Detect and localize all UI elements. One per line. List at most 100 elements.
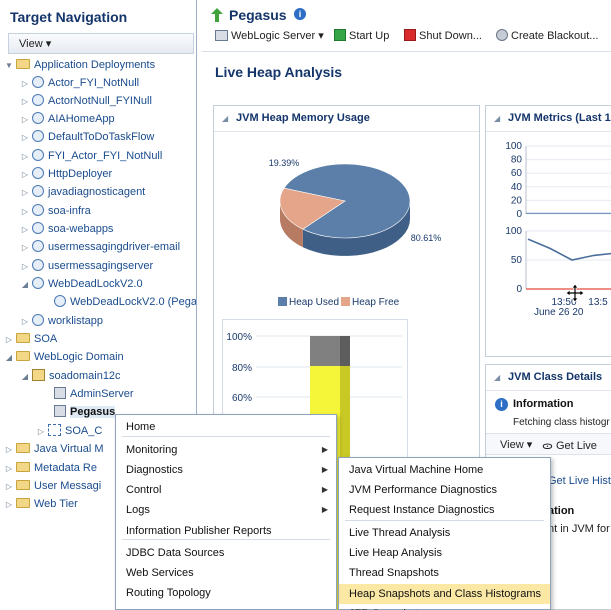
tree-item[interactable]: ◢ WebDeadLockV2.0 bbox=[20, 275, 143, 293]
application-icon bbox=[32, 277, 44, 290]
shutdown-button[interactable]: Shut Down... bbox=[402, 29, 482, 43]
expand-toggle-icon[interactable]: ▷ bbox=[21, 79, 29, 88]
tree-item-label: FYI_Actor_FYI_NotNull bbox=[48, 150, 163, 162]
stop-icon bbox=[404, 29, 416, 41]
tree-item[interactable]: ◢ WebLogic Domain bbox=[4, 348, 124, 366]
tree-item[interactable]: ▷ AIAHomeApp bbox=[20, 110, 115, 128]
expand-toggle-icon[interactable]: ▷ bbox=[21, 97, 29, 106]
menu-item-control[interactable]: Control ▶ bbox=[116, 480, 336, 500]
expand-toggle-icon[interactable]: ▷ bbox=[21, 243, 29, 252]
metrics-x-label: 13:5 bbox=[588, 297, 608, 308]
get-live-button[interactable]: ᯣ Get Live bbox=[542, 440, 597, 452]
expand-toggle-icon[interactable]: ▷ bbox=[21, 317, 29, 326]
startup-button[interactable]: Start Up bbox=[332, 29, 389, 43]
menu-item-routing-topology[interactable]: Routing Topology bbox=[116, 583, 336, 603]
weblogic-server-menu[interactable]: WebLogic Server ▾ bbox=[213, 29, 324, 43]
expand-toggle-icon[interactable]: ◢ bbox=[5, 353, 13, 362]
expand-toggle-icon[interactable]: ▼ bbox=[5, 61, 13, 70]
tree-item[interactable]: ▼ Application Deployments bbox=[4, 56, 155, 74]
tree-item[interactable]: ▷ usermessagingserver bbox=[20, 257, 153, 275]
collapse-icon[interactable]: ◢ bbox=[222, 114, 229, 123]
section-text: nt in JVM for p bbox=[548, 523, 611, 535]
expand-toggle-icon[interactable]: ▷ bbox=[21, 225, 29, 234]
expand-toggle-icon[interactable]: ▷ bbox=[21, 152, 29, 161]
menu-item-jdbc-data-sources[interactable]: JDBC Data Sources bbox=[116, 543, 336, 563]
menu-item-label: Thread Snapshots bbox=[349, 567, 439, 579]
tree-item[interactable]: AdminServer bbox=[42, 385, 134, 403]
info-icon[interactable]: i bbox=[294, 8, 306, 20]
metrics-top-tick: 0 bbox=[516, 209, 522, 220]
expand-toggle-icon[interactable]: ▷ bbox=[5, 335, 13, 344]
submenu-item-request-instance-diagnostics[interactable]: Request Instance Diagnostics bbox=[339, 500, 550, 520]
menu-item-information-publisher-reports[interactable]: Information Publisher Reports bbox=[116, 521, 336, 541]
start-icon bbox=[334, 29, 346, 41]
collapse-icon[interactable]: ◢ bbox=[494, 373, 501, 382]
expand-toggle-icon[interactable]: ▷ bbox=[5, 500, 13, 509]
expand-toggle-icon[interactable]: ▷ bbox=[21, 188, 29, 197]
tree-item[interactable]: WebDeadLockV2.0 (Pega bbox=[42, 293, 196, 311]
create-blackout-button[interactable]: Create Blackout... bbox=[494, 29, 598, 43]
menu-item-monitoring[interactable]: Monitoring ▶ bbox=[116, 440, 336, 460]
expand-toggle-icon[interactable]: ▷ bbox=[21, 115, 29, 124]
tree-item[interactable]: ▷ worklistapp bbox=[20, 312, 103, 330]
pie-label-heap-used: 80.61% bbox=[411, 233, 442, 243]
tree-item[interactable]: ▷ usermessagingdriver-email bbox=[20, 238, 180, 256]
page-title: Live Heap Analysis bbox=[215, 64, 343, 80]
submenu-item-heap-snapshots-and-class-histograms[interactable]: Heap Snapshots and Class Histograms bbox=[339, 584, 550, 604]
tree-item[interactable]: ▷ HttpDeployer bbox=[20, 165, 112, 183]
expand-toggle-icon[interactable]: ▷ bbox=[21, 170, 29, 179]
submenu-item-jvm-performance-diagnostics[interactable]: JVM Performance Diagnostics bbox=[339, 480, 550, 500]
menu-item-home[interactable]: Home bbox=[116, 417, 336, 437]
expand-toggle-icon[interactable]: ▷ bbox=[37, 427, 45, 436]
submenu-arrow-icon: ▶ bbox=[321, 485, 328, 494]
tree-item[interactable]: ▷ FYI_Actor_FYI_NotNull bbox=[20, 147, 162, 165]
submenu-item-java-virtual-machine-home[interactable]: Java Virtual Machine Home bbox=[339, 460, 550, 480]
expand-toggle-icon[interactable]: ◢ bbox=[21, 280, 29, 289]
view-menu-button[interactable]: View ▾ bbox=[500, 439, 533, 451]
tree-item[interactable]: ◢ soadomain12c bbox=[20, 367, 121, 385]
tree-item-label: WebDeadLockV2.0 bbox=[48, 278, 143, 290]
submenu-item-live-thread-analysis[interactable]: Live Thread Analysis bbox=[339, 523, 550, 543]
menu-item-diagnostics[interactable]: Diagnostics ▶ bbox=[116, 460, 336, 480]
tree-item[interactable]: ▷ Web Tier bbox=[4, 495, 78, 513]
menu-item-logs[interactable]: Logs ▶ bbox=[116, 500, 336, 520]
folder-icon bbox=[16, 443, 30, 454]
expand-toggle-icon[interactable]: ▷ bbox=[5, 445, 13, 454]
application-icon bbox=[32, 240, 44, 253]
application-icon bbox=[32, 149, 44, 162]
tree-item-label: usermessagingserver bbox=[48, 260, 154, 272]
application-icon bbox=[32, 222, 44, 235]
expand-toggle-icon[interactable]: ▷ bbox=[21, 133, 29, 142]
expand-toggle-icon[interactable]: ◢ bbox=[21, 372, 29, 381]
menu-item-web-services[interactable]: Web Services bbox=[116, 563, 336, 583]
expand-toggle-icon[interactable]: ▷ bbox=[21, 262, 29, 271]
tree-item[interactable]: ▷ ActorNotNull_FYINull bbox=[20, 92, 152, 110]
tree-item[interactable]: ▷ DefaultToDoTaskFlow bbox=[20, 128, 154, 146]
tree-item[interactable]: ▷ Java Virtual M bbox=[4, 440, 104, 458]
tree-item[interactable]: ▷ Actor_FYI_NotNull bbox=[20, 74, 139, 92]
tree-item[interactable]: ▷ SOA_C bbox=[36, 422, 102, 440]
expand-toggle-icon[interactable]: ▷ bbox=[5, 464, 13, 473]
expand-toggle-icon[interactable]: ▷ bbox=[21, 207, 29, 216]
submenu-item-thread-snapshots[interactable]: Thread Snapshots bbox=[339, 563, 550, 583]
tree-item[interactable]: ▷ soa-webapps bbox=[20, 220, 113, 238]
server-icon bbox=[54, 405, 66, 418]
menu-item-label: Web Services bbox=[126, 567, 194, 579]
gauge-tick-label: 80% bbox=[232, 363, 252, 374]
composite-icon bbox=[48, 424, 61, 437]
submenu-item-live-heap-analysis[interactable]: Live Heap Analysis bbox=[339, 543, 550, 563]
get-live-histogram-link[interactable]: Get Live Histo bbox=[548, 475, 611, 487]
tree-item[interactable]: ▷ SOA bbox=[4, 330, 57, 348]
expand-toggle-icon[interactable]: ▷ bbox=[5, 482, 13, 491]
folder-icon bbox=[16, 333, 30, 344]
collapse-icon[interactable]: ◢ bbox=[494, 114, 501, 123]
tree-item[interactable]: ▷ User Messagi bbox=[4, 477, 101, 495]
tree-item[interactable]: Pegasus bbox=[42, 403, 116, 421]
date-label: June 26 20 bbox=[534, 307, 584, 318]
tree-item[interactable]: ▷ javadiagnosticagent bbox=[20, 183, 145, 201]
view-menu-button[interactable]: View ▾ bbox=[19, 38, 52, 50]
tree-item[interactable]: ▷ Metadata Re bbox=[4, 459, 97, 477]
application-icon bbox=[32, 314, 44, 327]
tree-item[interactable]: ▷ soa-infra bbox=[20, 202, 91, 220]
submenu-item-jfr-snapshots[interactable]: JFR Snapshots bbox=[339, 604, 550, 610]
